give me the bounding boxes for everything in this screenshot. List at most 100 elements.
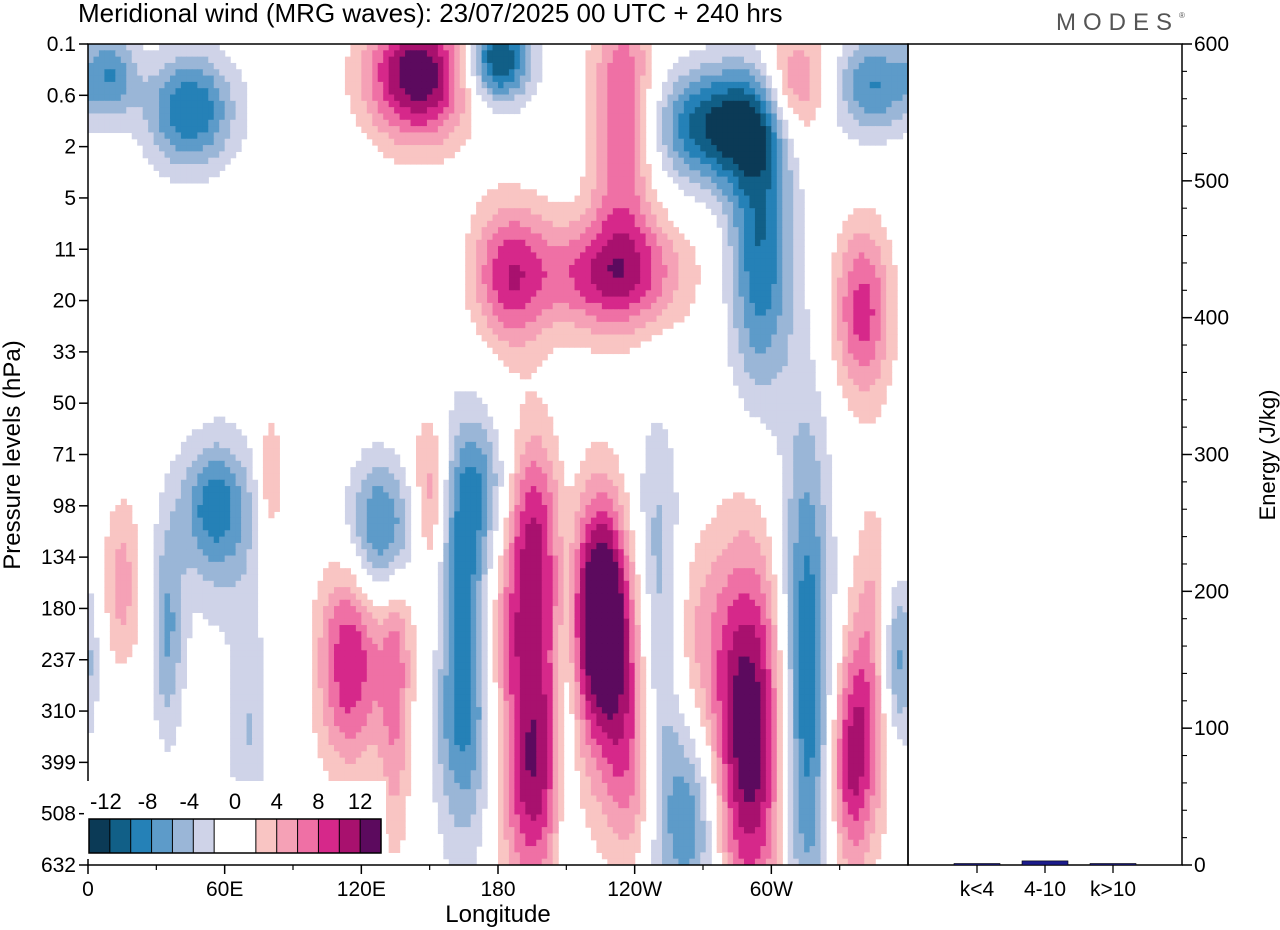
heatmap-cell bbox=[771, 378, 778, 386]
heatmap-cell bbox=[202, 75, 209, 83]
heatmap-cell bbox=[459, 403, 466, 411]
heatmap-cell bbox=[744, 340, 751, 348]
heatmap-cell bbox=[776, 403, 783, 411]
heatmap-cell bbox=[847, 214, 854, 222]
heatmap-cell bbox=[760, 81, 767, 89]
heatmap-cell bbox=[552, 492, 559, 500]
heatmap-cell bbox=[804, 321, 811, 329]
heatmap-cell bbox=[350, 50, 357, 58]
heatmap-cell bbox=[875, 62, 882, 70]
heatmap-cell bbox=[492, 429, 499, 437]
heatmap-cell bbox=[760, 403, 767, 411]
heatmap-cell bbox=[596, 277, 603, 285]
heatmap-cell bbox=[252, 505, 259, 512]
heatmap-cell bbox=[109, 75, 116, 83]
heatmap-cell bbox=[754, 353, 761, 361]
heatmap-cell bbox=[514, 486, 521, 493]
heatmap-cell bbox=[361, 81, 368, 89]
heatmap-cell bbox=[470, 239, 477, 247]
heatmap-cell bbox=[361, 107, 368, 115]
heatmap-cell bbox=[782, 429, 789, 437]
heatmap-cell bbox=[541, 410, 548, 418]
heatmap-cell bbox=[454, 132, 461, 140]
heatmap-cell bbox=[771, 296, 778, 304]
heatmap-cell bbox=[634, 290, 641, 298]
heatmap-cell bbox=[667, 94, 674, 102]
heatmap-cell bbox=[738, 283, 745, 291]
heatmap-cell bbox=[585, 94, 592, 102]
heatmap-cell bbox=[787, 265, 794, 272]
heatmap-cell bbox=[744, 302, 751, 310]
heatmap-cell bbox=[705, 94, 712, 102]
heatmap-cell bbox=[202, 460, 209, 468]
heatmap-cell bbox=[421, 151, 428, 159]
heatmap-cell bbox=[738, 385, 745, 392]
heatmap-cell bbox=[662, 473, 669, 481]
heatmap-cell bbox=[618, 511, 625, 519]
heatmap-cell bbox=[683, 163, 690, 171]
heatmap-cell bbox=[590, 441, 597, 449]
heatmap-cell bbox=[377, 473, 384, 481]
heatmap-cell bbox=[426, 119, 433, 127]
heatmap-cell bbox=[558, 309, 565, 317]
heatmap-cell bbox=[230, 62, 237, 70]
heatmap-cell bbox=[487, 75, 494, 83]
heatmap-cell bbox=[672, 138, 679, 146]
heatmap-cell bbox=[601, 290, 608, 298]
heatmap-cell bbox=[366, 492, 373, 500]
heatmap-cell bbox=[744, 50, 751, 58]
heatmap-cell bbox=[656, 321, 663, 329]
heatmap-cell bbox=[809, 479, 816, 487]
heatmap-cell bbox=[476, 290, 483, 298]
heatmap-cell bbox=[804, 309, 811, 317]
heatmap-cell bbox=[126, 56, 133, 64]
heatmap-cell bbox=[875, 366, 882, 373]
heatmap-cell bbox=[601, 44, 608, 51]
heatmap-cell bbox=[880, 227, 887, 235]
heatmap-cell bbox=[831, 290, 838, 298]
heatmap-cell bbox=[700, 163, 707, 171]
heatmap-cell bbox=[175, 176, 182, 184]
heatmap-cell bbox=[858, 347, 865, 355]
heatmap-cell bbox=[536, 498, 543, 506]
heatmap-cell bbox=[738, 265, 745, 272]
heatmap-cell bbox=[853, 107, 860, 115]
heatmap-cell bbox=[426, 88, 433, 96]
heatmap-cell bbox=[771, 246, 778, 254]
heatmap-cell bbox=[771, 227, 778, 235]
heatmap-cell bbox=[853, 214, 860, 222]
heatmap-cell bbox=[372, 492, 379, 500]
heatmap-cell bbox=[836, 328, 843, 336]
heatmap-cell bbox=[476, 50, 483, 58]
heatmap-cell bbox=[492, 214, 499, 222]
heatmap-cell bbox=[853, 113, 860, 121]
heatmap-cell bbox=[744, 334, 751, 342]
heatmap-cell bbox=[656, 246, 663, 254]
heatmap-cell bbox=[776, 107, 783, 115]
heatmap-cell bbox=[836, 265, 843, 272]
heatmap-cell bbox=[361, 69, 368, 77]
heatmap-cell bbox=[388, 454, 395, 462]
heatmap-cell bbox=[448, 50, 455, 58]
heatmap-cell bbox=[481, 334, 488, 342]
heatmap-cell bbox=[656, 214, 663, 222]
heatmap-cell bbox=[180, 467, 187, 475]
heatmap-cell bbox=[530, 246, 537, 254]
heatmap-cell bbox=[470, 454, 477, 462]
heatmap-cell bbox=[394, 479, 401, 487]
heatmap-cell bbox=[377, 56, 384, 64]
heatmap-cell bbox=[536, 492, 543, 500]
heatmap-cell bbox=[623, 214, 630, 222]
heatmap-cell bbox=[678, 170, 685, 178]
heatmap-cell bbox=[760, 94, 767, 102]
heatmap-cell bbox=[776, 214, 783, 222]
heatmap-cell bbox=[175, 50, 182, 58]
heatmap-cell bbox=[93, 113, 100, 121]
heatmap-cell bbox=[492, 100, 499, 108]
heatmap-cell bbox=[765, 340, 772, 348]
heatmap-cell bbox=[853, 56, 860, 64]
heatmap-cell bbox=[623, 126, 630, 134]
heatmap-cell bbox=[634, 277, 641, 285]
heatmap-cell bbox=[465, 473, 472, 481]
